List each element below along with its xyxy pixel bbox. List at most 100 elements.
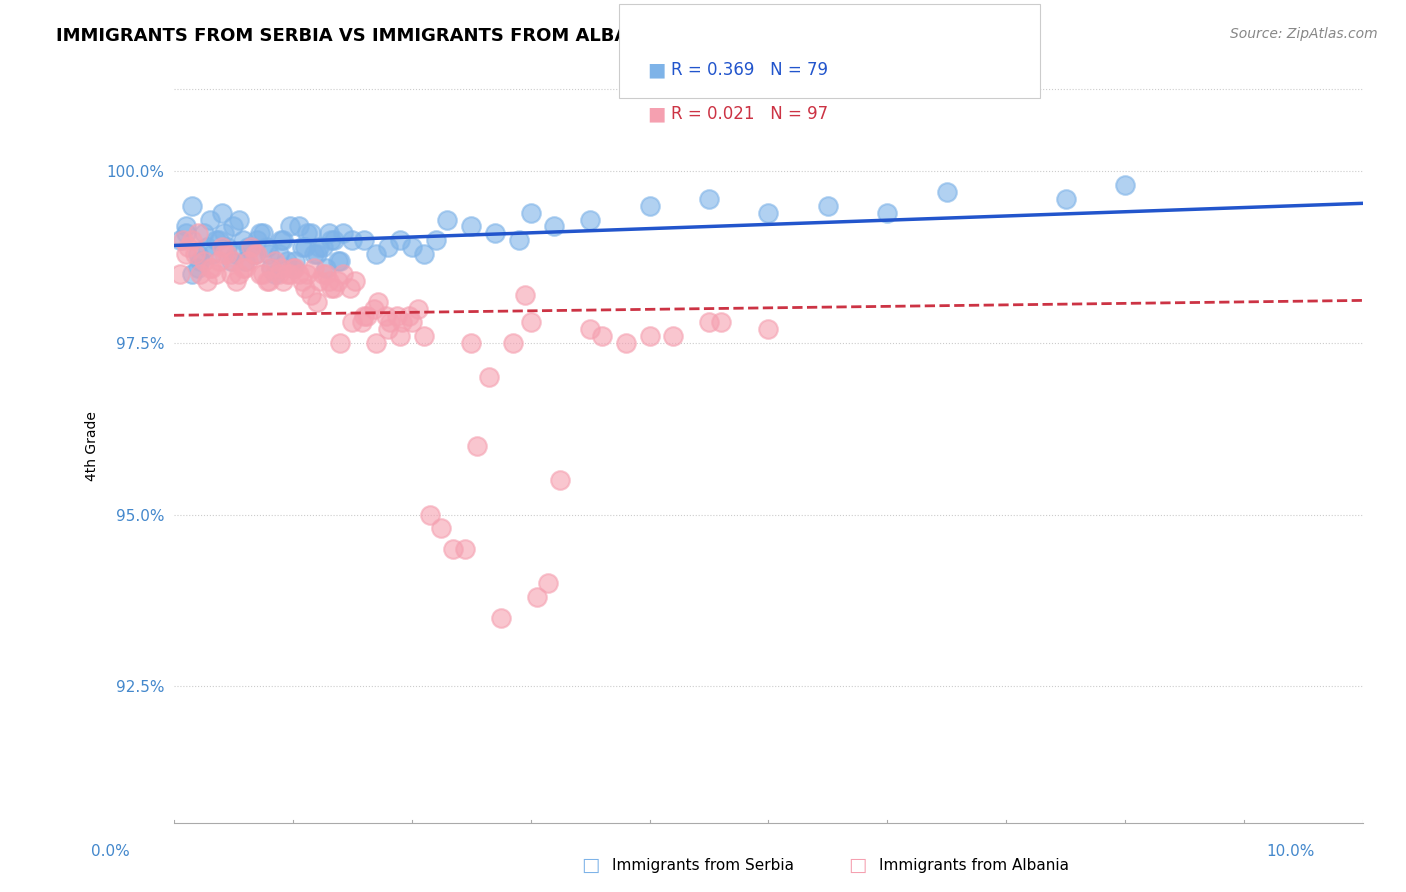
Point bbox=[758, 322, 780, 336]
Point bbox=[311, 240, 333, 254]
Point bbox=[436, 212, 458, 227]
Point bbox=[187, 260, 209, 275]
Point bbox=[264, 268, 287, 282]
Point bbox=[454, 541, 477, 556]
Point bbox=[502, 336, 524, 351]
Point bbox=[356, 309, 378, 323]
Text: ■: ■ bbox=[647, 60, 665, 79]
Point bbox=[412, 247, 434, 261]
Point bbox=[579, 322, 602, 336]
Point bbox=[276, 253, 298, 268]
Point bbox=[299, 226, 322, 240]
Point bbox=[195, 274, 218, 288]
Point bbox=[326, 274, 349, 288]
Text: ■: ■ bbox=[647, 104, 665, 124]
Point bbox=[256, 274, 278, 288]
Point bbox=[180, 268, 202, 282]
Point bbox=[201, 260, 224, 275]
Text: R = 0.021   N = 97: R = 0.021 N = 97 bbox=[671, 105, 828, 123]
Point bbox=[406, 301, 429, 316]
Point bbox=[638, 199, 661, 213]
Point bbox=[388, 233, 411, 247]
Point bbox=[1114, 178, 1136, 193]
Point bbox=[398, 309, 420, 323]
Point bbox=[260, 260, 283, 275]
Point bbox=[243, 247, 266, 261]
Point bbox=[377, 240, 399, 254]
Text: IMMIGRANTS FROM SERBIA VS IMMIGRANTS FROM ALBANIA 4TH GRADE CORRELATION CHART: IMMIGRANTS FROM SERBIA VS IMMIGRANTS FRO… bbox=[56, 27, 1008, 45]
Point bbox=[222, 253, 245, 268]
Point bbox=[236, 253, 259, 268]
Point bbox=[591, 329, 613, 343]
Point bbox=[543, 219, 565, 234]
Point bbox=[353, 309, 375, 323]
Point bbox=[180, 199, 202, 213]
Point bbox=[225, 274, 247, 288]
Point bbox=[177, 240, 200, 254]
Point bbox=[710, 316, 733, 330]
Point bbox=[204, 268, 226, 282]
Point bbox=[217, 247, 239, 261]
Point bbox=[367, 294, 389, 309]
Point bbox=[273, 233, 295, 247]
Point bbox=[478, 370, 501, 384]
Point bbox=[174, 226, 197, 240]
Point bbox=[294, 281, 316, 295]
Point bbox=[304, 247, 326, 261]
Point bbox=[304, 260, 326, 275]
Text: □: □ bbox=[581, 855, 600, 875]
Point bbox=[228, 212, 250, 227]
Point bbox=[208, 233, 231, 247]
Point bbox=[198, 212, 221, 227]
Point bbox=[249, 226, 271, 240]
Point bbox=[537, 576, 560, 591]
Point bbox=[697, 192, 720, 206]
Point bbox=[332, 226, 354, 240]
Point bbox=[350, 316, 373, 330]
Point bbox=[169, 233, 191, 247]
Text: Immigrants from Serbia: Immigrants from Serbia bbox=[612, 858, 793, 872]
Point bbox=[308, 240, 330, 254]
Point bbox=[172, 233, 194, 247]
Text: Source: ZipAtlas.com: Source: ZipAtlas.com bbox=[1230, 27, 1378, 41]
Point bbox=[284, 260, 307, 275]
Point bbox=[513, 288, 536, 302]
Point bbox=[318, 274, 340, 288]
Point bbox=[246, 247, 269, 261]
Point bbox=[276, 268, 298, 282]
Text: 0.0%: 0.0% bbox=[91, 845, 131, 859]
Point bbox=[305, 247, 328, 261]
Point bbox=[174, 219, 197, 234]
Point bbox=[180, 233, 202, 247]
Point bbox=[484, 226, 506, 240]
Point bbox=[430, 521, 453, 535]
Point bbox=[401, 240, 423, 254]
Point bbox=[211, 205, 233, 219]
Point bbox=[208, 253, 231, 268]
Point bbox=[212, 226, 235, 240]
Point bbox=[319, 281, 342, 295]
Point bbox=[364, 247, 387, 261]
Point bbox=[187, 226, 209, 240]
Point bbox=[353, 233, 375, 247]
Point bbox=[233, 253, 256, 268]
Text: □: □ bbox=[848, 855, 868, 875]
Point bbox=[343, 274, 366, 288]
Point bbox=[614, 336, 637, 351]
Text: 10.0%: 10.0% bbox=[1267, 845, 1315, 859]
Point bbox=[288, 219, 311, 234]
Point bbox=[291, 274, 314, 288]
Point bbox=[425, 233, 447, 247]
Point bbox=[212, 247, 235, 261]
Point bbox=[318, 226, 340, 240]
Point bbox=[295, 226, 318, 240]
Point bbox=[174, 247, 197, 261]
Point bbox=[188, 253, 211, 268]
Point bbox=[508, 233, 530, 247]
Point bbox=[339, 281, 361, 295]
Point bbox=[308, 274, 330, 288]
Point bbox=[391, 316, 413, 330]
Point bbox=[232, 260, 254, 275]
Text: R = 0.369   N = 79: R = 0.369 N = 79 bbox=[671, 61, 828, 78]
Point bbox=[169, 268, 191, 282]
